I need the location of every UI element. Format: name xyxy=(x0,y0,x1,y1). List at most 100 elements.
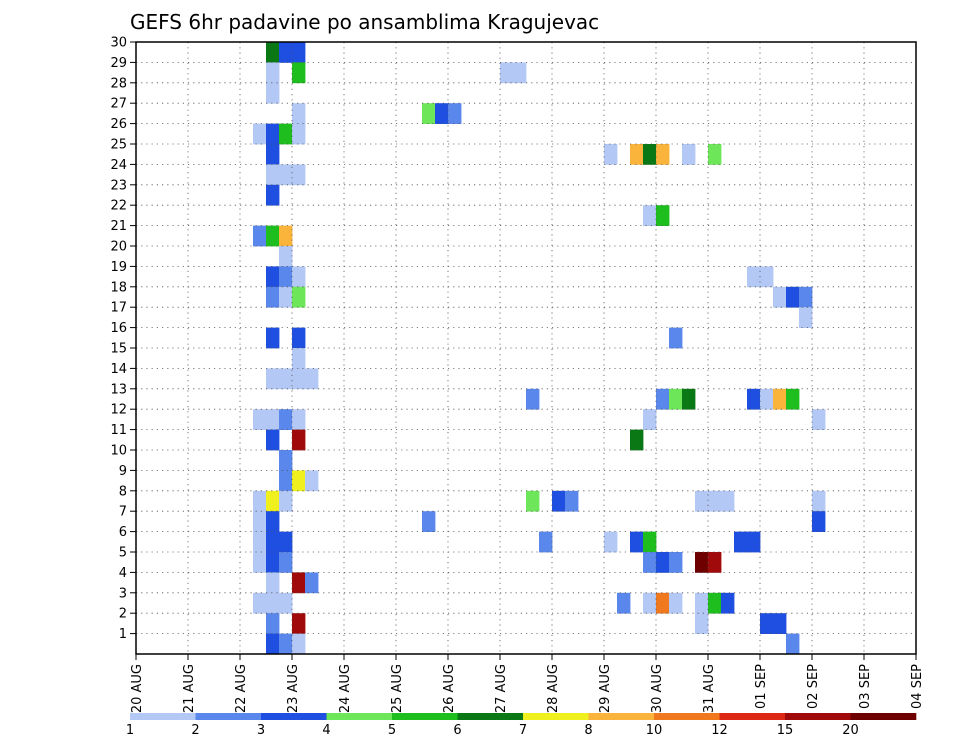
precip-cell xyxy=(734,531,748,553)
precip-cell xyxy=(253,123,267,145)
precip-cell xyxy=(643,144,657,165)
precip-cell xyxy=(812,409,826,430)
precip-cell xyxy=(721,592,735,614)
precip-cell xyxy=(656,552,670,573)
precip-cell xyxy=(695,552,709,573)
y-tick-label: 16 xyxy=(110,321,127,336)
x-tick-label: 02 SEP xyxy=(806,664,821,709)
colorbar-segment xyxy=(195,713,262,720)
y-tick-label: 20 xyxy=(110,240,127,255)
y-tick-label: 22 xyxy=(110,199,127,214)
precip-cell xyxy=(292,286,306,308)
y-tick-label: 29 xyxy=(110,56,127,71)
x-tick-label: 31 AUG xyxy=(702,664,717,713)
colorbar-label: 7 xyxy=(519,723,527,738)
precip-cell xyxy=(253,511,267,532)
precip-cell xyxy=(630,144,644,165)
precip-cell xyxy=(279,592,293,614)
precip-cell xyxy=(266,164,280,186)
precip-cell xyxy=(292,409,306,430)
precip-cell xyxy=(305,368,319,390)
precip-cell xyxy=(669,388,683,410)
precip-cell xyxy=(604,144,618,165)
precip-cell xyxy=(266,511,280,532)
precip-cell xyxy=(253,409,267,430)
precip-cell xyxy=(292,327,306,349)
precip-cell xyxy=(708,552,722,573)
x-tick-label: 27 AUG xyxy=(494,664,509,713)
precip-cell xyxy=(305,572,319,594)
x-axis: 20 AUG 21 AUG 22 AUG 23 AUG 24 AUG 25 AUG 26 A… xyxy=(130,654,925,713)
chart-title: GEFS 6hr padavine po ansamblima Kragujev… xyxy=(130,10,599,34)
precip-cell xyxy=(812,511,826,532)
precip-cell xyxy=(292,123,306,145)
precip-cell xyxy=(266,429,280,451)
precip-cell xyxy=(266,286,280,308)
x-tick-label: 28 AUG xyxy=(546,664,561,713)
precip-cell xyxy=(760,613,774,634)
colorbar: 1 2 3 4 5 6 7 8 10 12 15 20 xyxy=(126,713,917,738)
colorbar-segment xyxy=(588,713,655,720)
x-tick-label: 26 AUG xyxy=(442,664,457,713)
precip-cell xyxy=(695,592,709,614)
precip-cell xyxy=(773,286,787,308)
precip-cell xyxy=(266,42,280,63)
precip-cell xyxy=(526,388,540,410)
precip-cell xyxy=(279,633,293,655)
precip-cell xyxy=(292,42,306,63)
precip-cell xyxy=(292,103,306,124)
precip-cell xyxy=(747,531,761,553)
y-tick-label: 9 xyxy=(119,464,127,479)
y-axis: 1234567891011121314151617181920212223242… xyxy=(110,36,136,642)
precip-cell xyxy=(266,409,280,430)
precip-cell xyxy=(656,592,670,614)
precip-cell xyxy=(526,490,540,512)
precip-cell xyxy=(292,470,306,492)
precip-cell xyxy=(669,552,683,573)
cells-layer xyxy=(253,42,826,655)
precip-cell xyxy=(786,388,800,410)
x-tick-label: 04 SEP xyxy=(910,664,925,709)
y-tick-label: 7 xyxy=(119,505,127,520)
precip-cell xyxy=(292,164,306,186)
precip-cell xyxy=(292,62,306,84)
precip-cell xyxy=(292,429,306,451)
precip-cell xyxy=(630,531,644,553)
precip-cell xyxy=(266,613,280,634)
precip-cell xyxy=(279,470,293,492)
precip-cell xyxy=(292,633,306,655)
precip-cell xyxy=(708,144,722,165)
y-tick-label: 5 xyxy=(119,546,127,561)
precip-cell xyxy=(253,490,267,512)
precip-cell xyxy=(773,613,787,634)
colorbar-label: 5 xyxy=(388,723,396,738)
colorbar-segment xyxy=(130,713,196,720)
precip-cell xyxy=(279,164,293,186)
precip-cell xyxy=(279,368,293,390)
colorbar-label: 2 xyxy=(191,723,199,738)
precip-cell xyxy=(786,286,800,308)
y-tick-label: 1 xyxy=(119,627,127,642)
precip-cell xyxy=(253,531,267,553)
precip-cell xyxy=(513,62,527,84)
colorbar-segment xyxy=(785,713,851,720)
precip-cell xyxy=(552,490,566,512)
precip-cell xyxy=(643,592,657,614)
colorbar-segment xyxy=(392,713,458,720)
precip-cell xyxy=(656,205,670,226)
y-tick-label: 27 xyxy=(110,97,127,112)
precip-cell xyxy=(448,103,462,124)
y-tick-label: 13 xyxy=(110,382,127,397)
y-tick-label: 19 xyxy=(110,260,127,275)
x-tick-label: 29 AUG xyxy=(598,664,613,713)
precip-cell xyxy=(253,592,267,614)
y-tick-label: 18 xyxy=(110,280,127,295)
y-tick-label: 26 xyxy=(110,117,127,132)
precip-cell xyxy=(643,409,657,430)
colorbar-label: 1 xyxy=(126,723,134,738)
colorbar-segment xyxy=(457,713,524,720)
precip-cell xyxy=(279,531,293,553)
x-tick-label: 21 AUG xyxy=(182,664,197,713)
y-tick-label: 11 xyxy=(110,423,127,438)
